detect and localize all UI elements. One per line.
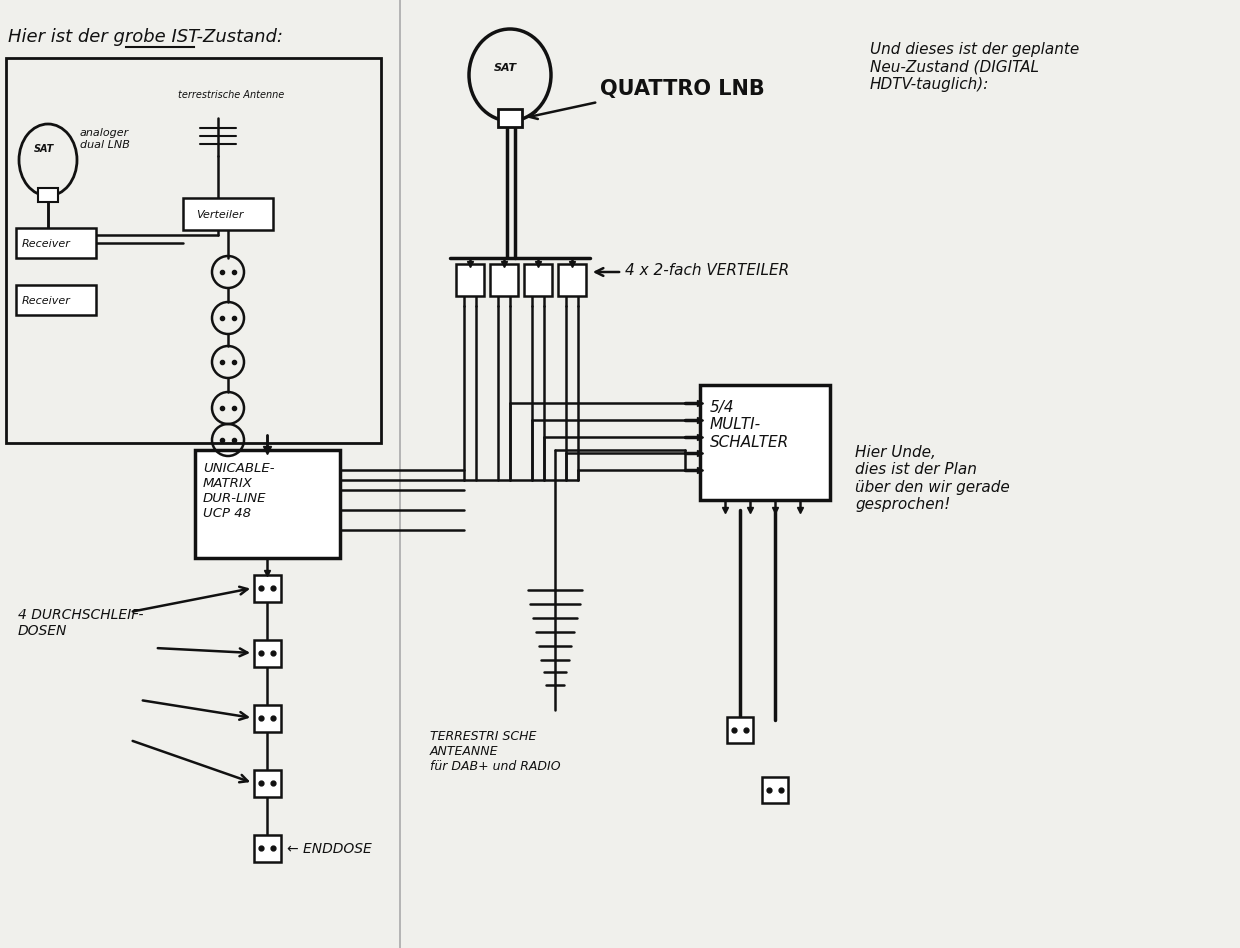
FancyBboxPatch shape — [558, 264, 587, 296]
Text: SAT: SAT — [494, 63, 517, 73]
FancyBboxPatch shape — [254, 640, 281, 667]
Text: 5/4
MULTI-
SCHALTER: 5/4 MULTI- SCHALTER — [711, 400, 789, 449]
FancyBboxPatch shape — [456, 264, 484, 296]
Text: QUATTRO LNB: QUATTRO LNB — [600, 79, 765, 99]
FancyBboxPatch shape — [254, 770, 281, 797]
FancyBboxPatch shape — [184, 198, 273, 230]
FancyBboxPatch shape — [254, 575, 281, 602]
FancyBboxPatch shape — [490, 264, 518, 296]
FancyBboxPatch shape — [38, 188, 58, 202]
FancyBboxPatch shape — [195, 450, 340, 558]
Text: UNICABLE-
MATRIX
DUR-LINE
UCP 48: UNICABLE- MATRIX DUR-LINE UCP 48 — [203, 462, 274, 520]
Text: ← ENDDOSE: ← ENDDOSE — [286, 842, 372, 856]
Text: Receiver: Receiver — [22, 239, 71, 249]
Text: terrestrische Antenne: terrestrische Antenne — [179, 90, 284, 100]
Text: SAT: SAT — [33, 144, 55, 154]
FancyBboxPatch shape — [254, 835, 281, 862]
FancyBboxPatch shape — [763, 777, 787, 803]
Text: 4 x 2-fach VERTEILER: 4 x 2-fach VERTEILER — [625, 263, 789, 278]
Text: Receiver: Receiver — [22, 296, 71, 306]
FancyBboxPatch shape — [6, 58, 381, 443]
Text: 4 DURCHSCHLEIF-
DOSEN: 4 DURCHSCHLEIF- DOSEN — [19, 608, 144, 638]
FancyBboxPatch shape — [701, 385, 830, 500]
Text: Verteiler: Verteiler — [196, 210, 243, 220]
FancyBboxPatch shape — [16, 228, 95, 258]
Text: analoger
dual LNB: analoger dual LNB — [81, 128, 130, 150]
FancyBboxPatch shape — [525, 264, 552, 296]
FancyBboxPatch shape — [498, 109, 522, 127]
FancyBboxPatch shape — [16, 285, 95, 315]
Text: Hier Unde,
dies ist der Plan
über den wir gerade
gesprochen!: Hier Unde, dies ist der Plan über den wi… — [856, 445, 1009, 512]
Text: Hier ist der grobe IST-Zustand:: Hier ist der grobe IST-Zustand: — [7, 28, 283, 46]
FancyBboxPatch shape — [727, 717, 753, 743]
FancyBboxPatch shape — [254, 705, 281, 732]
Text: TERRESTRI SCHE
ANTEANNE
für DAB+ und RADIO: TERRESTRI SCHE ANTEANNE für DAB+ und RAD… — [430, 730, 560, 773]
Text: Und dieses ist der geplante
Neu-Zustand (DIGITAL
HDTV-tauglich):: Und dieses ist der geplante Neu-Zustand … — [870, 42, 1079, 92]
